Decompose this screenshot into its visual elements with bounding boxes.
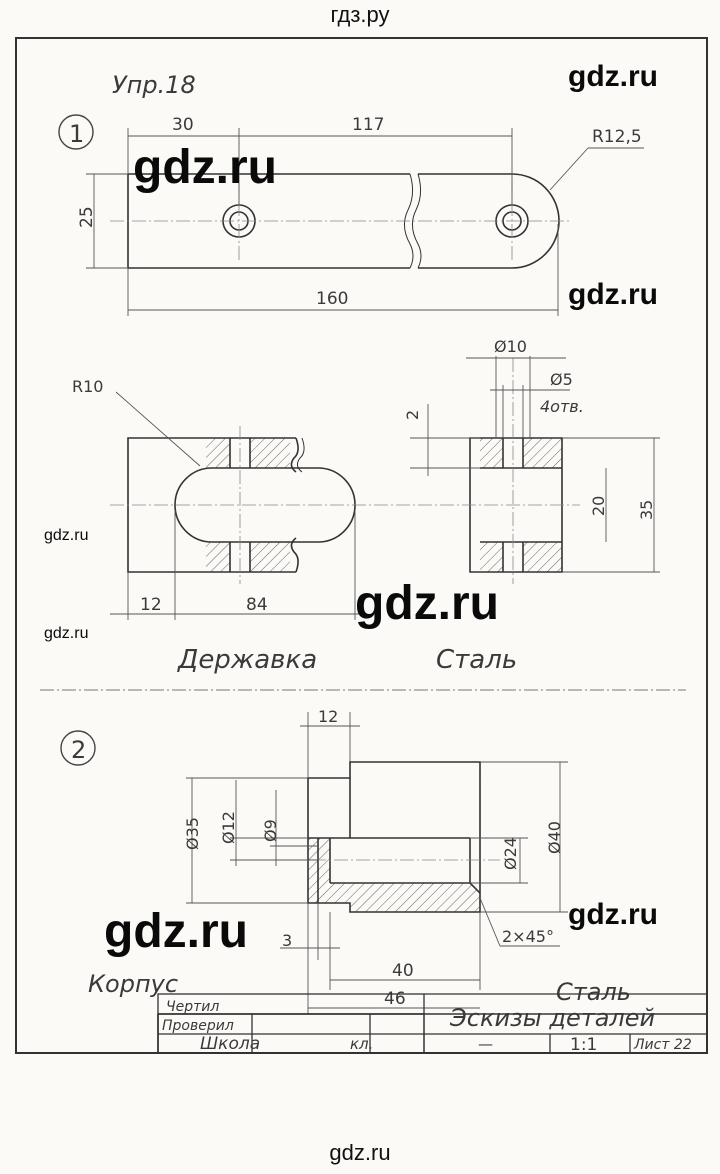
dim-3: 3: [282, 931, 292, 950]
dim2-12: 12: [318, 707, 338, 726]
tb-sheet: Лист 22: [633, 1037, 692, 1053]
watermark: gdz.ru: [44, 527, 89, 544]
dim-2: 2: [403, 410, 422, 420]
watermark: gdz.ru: [568, 60, 658, 93]
dim-30: 30: [172, 115, 194, 135]
watermark: gdz.ru: [568, 898, 658, 931]
tb-dash: —: [478, 1035, 493, 1053]
part2-name: Корпус: [88, 970, 178, 998]
part2-number-circle: [60, 730, 96, 766]
dim-84: 84: [246, 595, 268, 615]
part1-number: 1: [69, 120, 84, 148]
dim-phi9: Ø9: [261, 819, 280, 842]
site-footer-label[interactable]: gdz.ru: [329, 1140, 391, 1165]
tb-drew: Чертил: [166, 999, 219, 1015]
dim-117: 117: [352, 115, 384, 135]
watermark: gdz.ru: [355, 577, 499, 630]
dim-12: 12: [140, 595, 162, 615]
dim-20: 20: [589, 496, 608, 516]
tb-scale: 1:1: [570, 1035, 597, 1055]
part1-material: Сталь: [436, 645, 517, 675]
dim-phi35: Ø35: [183, 817, 202, 850]
dim-r10: R10: [72, 377, 103, 396]
dim-35: 35: [637, 500, 656, 520]
tb-title: Эскизы деталей: [449, 1004, 655, 1032]
dim-r12-5: R12,5: [592, 127, 642, 147]
exercise-title: Упр.18: [112, 71, 196, 99]
dim-46: 46: [384, 989, 406, 1009]
dim-160: 160: [316, 289, 348, 309]
dim-phi5: Ø5: [550, 370, 573, 389]
dim-25: 25: [77, 206, 97, 228]
watermark: gdz.ru: [568, 278, 658, 311]
part1-number-circle: [58, 114, 94, 150]
part2-material: Сталь: [556, 978, 631, 1006]
dim-chamfer: 2×45°: [502, 927, 554, 946]
tb-checked: Проверил: [162, 1018, 234, 1034]
tb-school: Школа: [200, 1034, 260, 1054]
watermark: gdz.ru: [104, 905, 248, 958]
site-header-label[interactable]: гдз.ру: [330, 2, 390, 27]
tb-class: кл.: [350, 1035, 373, 1053]
dim-phi12: Ø12: [219, 811, 238, 844]
dim-holes: 4отв.: [540, 397, 584, 416]
watermark: gdz.ru: [133, 141, 277, 194]
part1-name: Державка: [177, 645, 317, 675]
part2-number: 2: [71, 736, 86, 764]
dim-phi24: Ø24: [501, 837, 520, 870]
watermark: gdz.ru: [44, 625, 89, 642]
dim-phi40: Ø40: [545, 821, 564, 854]
dim-40: 40: [392, 961, 414, 981]
dim-phi10: Ø10: [494, 337, 527, 356]
part2-front-view: [307, 761, 481, 913]
